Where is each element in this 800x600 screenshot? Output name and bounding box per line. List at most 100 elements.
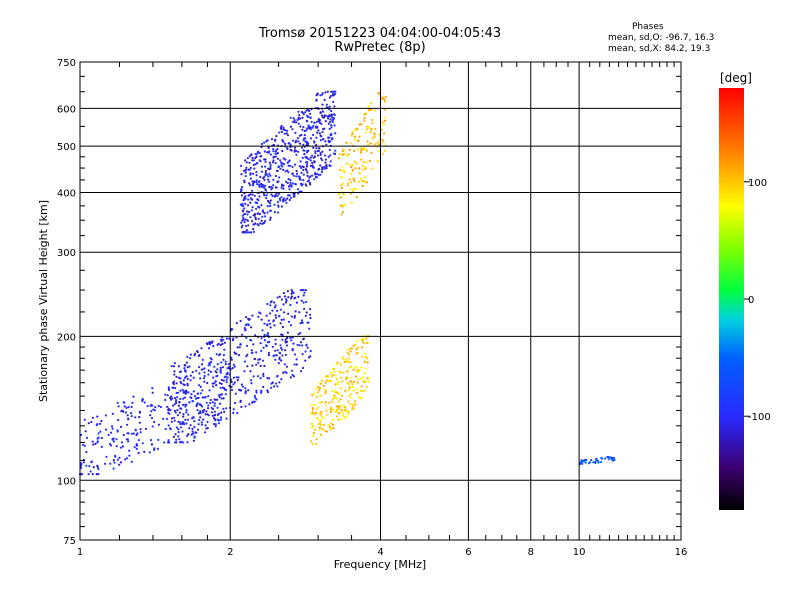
data-point: [211, 414, 214, 417]
data-point: [138, 421, 141, 424]
data-point: [302, 301, 305, 304]
data-point: [198, 366, 201, 369]
data-point: [239, 399, 242, 402]
data-point: [220, 411, 223, 414]
data-point: [191, 427, 194, 430]
data-point: [366, 140, 369, 143]
data-point: [193, 395, 197, 398]
data-point: [318, 401, 321, 404]
data-point: [216, 398, 219, 401]
data-point: [301, 156, 304, 159]
data-point: [276, 349, 279, 352]
data-point: [303, 130, 306, 133]
data-point: [342, 204, 345, 207]
data-point: [349, 380, 352, 383]
data-point: [251, 364, 254, 367]
data-point: [127, 406, 130, 409]
data-point: [271, 381, 274, 384]
data-point: [248, 318, 251, 321]
data-point: [293, 146, 296, 149]
data-point: [260, 318, 263, 321]
data-point: [184, 405, 187, 408]
data-point: [281, 338, 284, 341]
data-point: [217, 394, 221, 397]
data-point: [305, 184, 308, 187]
data-point: [253, 400, 256, 403]
data-point: [292, 120, 295, 123]
data-point: [276, 152, 279, 155]
data-point: [251, 206, 254, 209]
data-point: [112, 440, 115, 443]
data-point: [216, 368, 219, 371]
data-point: [187, 433, 190, 436]
data-point: [188, 365, 191, 368]
data-point: [207, 341, 210, 344]
data-point: [323, 98, 326, 101]
data-point: [348, 353, 351, 356]
data-point: [304, 161, 308, 164]
data-point: [302, 179, 305, 182]
data-point: [284, 340, 287, 343]
data-point: [348, 178, 351, 181]
data-point: [303, 137, 306, 140]
data-point: [179, 441, 182, 444]
data-point: [319, 421, 322, 424]
data-point: [205, 401, 208, 404]
data-point: [244, 316, 248, 319]
data-point: [117, 419, 120, 422]
data-point: [281, 183, 284, 186]
data-point: [202, 418, 205, 421]
data-point: [301, 116, 304, 119]
data-point: [289, 324, 293, 327]
data-point: [139, 428, 142, 431]
data-point: [218, 395, 221, 399]
data-point: [238, 354, 241, 357]
data-point: [298, 311, 301, 314]
data-point: [299, 160, 302, 163]
data-point: [150, 404, 154, 407]
data-point: [230, 385, 233, 388]
data-point: [341, 394, 344, 397]
data-point: [309, 137, 313, 140]
data-point: [220, 378, 223, 382]
data-point: [171, 404, 175, 407]
data-point: [363, 147, 366, 150]
data-point: [348, 163, 351, 166]
data-point: [365, 181, 368, 184]
data-point: [196, 392, 199, 395]
data-point: [244, 168, 247, 171]
data-point: [309, 349, 312, 353]
data-point: [150, 416, 154, 420]
data-point: [213, 382, 216, 385]
data-point: [353, 187, 356, 191]
x-tick-label: 10: [573, 547, 586, 558]
data-point: [270, 193, 273, 196]
data-point: [185, 422, 188, 425]
data-point: [355, 348, 358, 351]
data-point: [264, 215, 267, 218]
data-point: [114, 455, 117, 458]
data-point: [195, 431, 198, 434]
data-point: [366, 361, 369, 364]
data-point: [274, 138, 277, 141]
data-point: [240, 194, 243, 197]
data-point: [132, 395, 135, 398]
data-point: [251, 193, 254, 196]
data-point: [239, 319, 242, 323]
data-point: [221, 366, 225, 369]
data-point: [305, 129, 308, 132]
data-point: [130, 412, 133, 415]
data-point: [302, 139, 305, 142]
data-point: [191, 430, 194, 433]
data-point: [361, 340, 364, 343]
data-point: [293, 119, 296, 122]
data-point: [209, 398, 212, 402]
data-point: [180, 382, 183, 385]
data-point: [348, 366, 351, 369]
data-point: [277, 211, 280, 214]
data-point: [250, 326, 253, 329]
data-point: [265, 197, 268, 200]
data-point: [266, 211, 269, 214]
data-point: [363, 120, 366, 123]
data-point: [219, 393, 222, 396]
